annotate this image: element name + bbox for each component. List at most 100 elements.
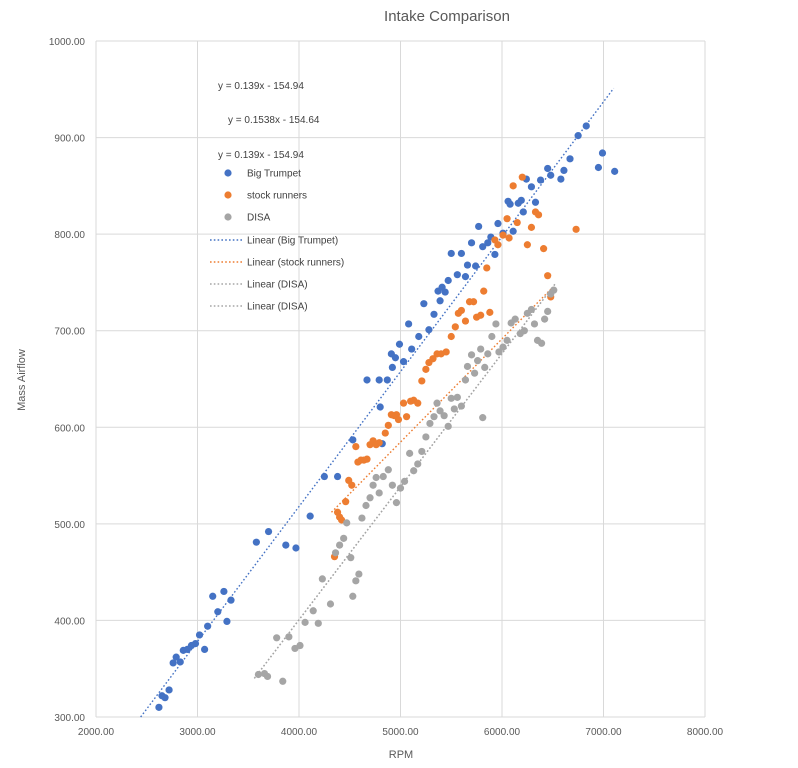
data-point	[484, 239, 492, 247]
data-point	[440, 412, 448, 420]
data-point	[264, 527, 273, 536]
data-point	[509, 182, 517, 190]
trendline	[330, 286, 554, 513]
data-point	[410, 467, 418, 475]
data-point	[444, 276, 452, 285]
data-point	[405, 320, 413, 328]
data-point	[494, 219, 502, 228]
data-point	[396, 484, 405, 492]
data-point	[331, 549, 340, 557]
data-point	[347, 554, 355, 562]
data-point	[429, 355, 437, 363]
data-point	[472, 262, 480, 270]
data-point	[292, 544, 300, 552]
data-point	[422, 433, 430, 441]
grid	[95, 40, 706, 718]
data-point	[506, 200, 514, 208]
data-point	[366, 494, 374, 502]
data-point	[436, 407, 444, 415]
data-point	[418, 447, 426, 456]
data-point	[340, 534, 348, 542]
data-point	[511, 315, 519, 323]
x-tick-label: 2000.00	[78, 727, 115, 738]
data-point	[355, 570, 363, 578]
data-point	[469, 298, 478, 306]
x-tick-label: 3000.00	[179, 727, 216, 738]
data-point	[447, 249, 455, 258]
y-axis-label: Mass Airflow	[16, 349, 28, 411]
data-point	[519, 208, 527, 216]
legend-marker	[224, 213, 232, 221]
data-point	[491, 250, 499, 259]
data-point	[408, 345, 416, 353]
data-point	[484, 350, 492, 358]
trendline-equation: y = 0.1538x - 154.64	[228, 115, 320, 126]
trendline-equation: y = 0.139x - 154.94	[218, 81, 304, 92]
data-point	[201, 645, 209, 654]
trendline-equations: y = 0.139x - 154.94 y = 0.1538x - 154.64 y…	[218, 81, 320, 161]
data-point	[537, 339, 546, 347]
data-point	[372, 473, 380, 482]
y-tick-label: 300.00	[54, 713, 85, 724]
data-point	[426, 419, 434, 428]
data-point	[394, 415, 403, 424]
data-point	[375, 376, 383, 384]
data-point	[279, 677, 287, 685]
data-point	[544, 164, 552, 173]
data-point	[505, 234, 513, 242]
data-point	[349, 436, 357, 444]
data-point	[414, 399, 422, 407]
x-tick-label: 4000.00	[281, 727, 318, 738]
y-tick-label: 400.00	[54, 616, 85, 627]
chart-title: Intake Comparison	[384, 8, 510, 25]
data-point	[172, 653, 180, 661]
data-point	[453, 271, 461, 279]
data-point	[418, 377, 426, 385]
y-tick-label: 500.00	[54, 520, 85, 531]
data-point	[388, 481, 396, 489]
data-point	[582, 122, 590, 130]
legend-label: Linear (stock runners)	[247, 258, 344, 269]
x-axis-label: RPM	[389, 749, 413, 761]
data-point	[363, 376, 371, 384]
data-point	[301, 618, 309, 626]
data-point	[453, 393, 461, 401]
trendline-equation: y = 0.139x - 154.94	[218, 150, 304, 161]
y-tick-label: 600.00	[54, 423, 85, 434]
data-point	[161, 694, 169, 702]
data-point	[381, 429, 389, 437]
data-point	[402, 413, 411, 421]
data-point	[306, 512, 314, 520]
data-point	[309, 607, 317, 615]
data-point	[282, 541, 290, 549]
data-point	[406, 449, 414, 457]
data-point	[314, 619, 322, 627]
data-point	[352, 443, 360, 451]
data-point	[169, 659, 177, 667]
x-tick-label: 5000.00	[382, 727, 419, 738]
data-point	[263, 672, 272, 681]
y-tick-label: 800.00	[54, 230, 85, 241]
data-point	[457, 249, 465, 258]
data-point	[388, 363, 396, 372]
data-point	[509, 227, 517, 235]
data-point	[475, 222, 483, 231]
data-point	[461, 317, 470, 325]
y-tick-label: 700.00	[54, 327, 85, 338]
data-point	[191, 640, 200, 648]
data-point	[461, 376, 470, 384]
legend: Big Trumpet stock runners DISA Linear (Big …	[210, 169, 344, 313]
data-point	[348, 481, 356, 489]
data-point	[483, 264, 491, 272]
data-point	[223, 617, 231, 625]
x-tick-label: 7000.00	[585, 727, 622, 738]
data-point	[574, 132, 582, 140]
legend-marker	[224, 169, 232, 177]
data-point	[547, 171, 555, 179]
data-point	[430, 413, 438, 421]
legend-label: Linear (DISA)	[247, 280, 308, 291]
data-point	[395, 340, 404, 348]
data-point	[447, 332, 455, 341]
data-point	[422, 365, 430, 373]
